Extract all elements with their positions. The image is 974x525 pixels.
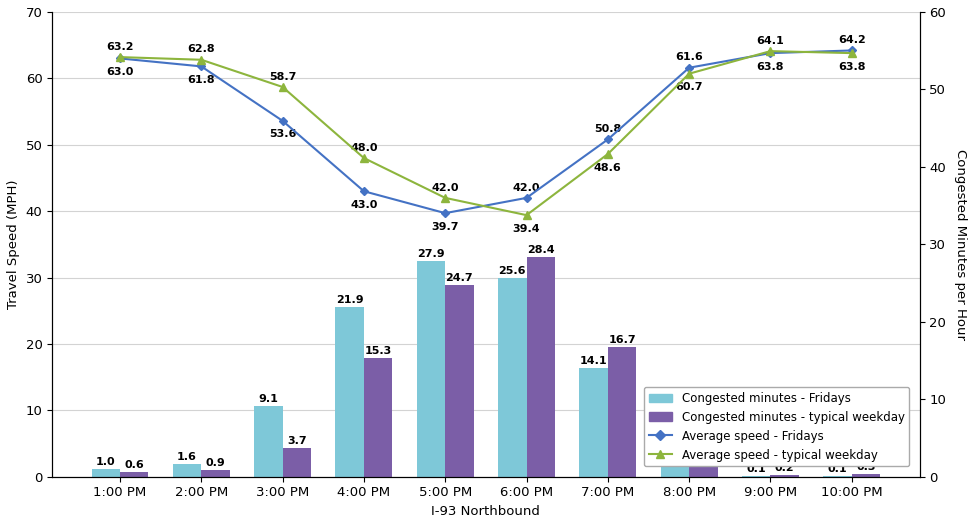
Average speed - Fridays xyxy=(277,118,288,124)
Text: 48.0: 48.0 xyxy=(351,143,378,153)
Text: 60.7: 60.7 xyxy=(675,82,703,92)
Text: 0.1: 0.1 xyxy=(746,464,766,474)
Text: 42.0: 42.0 xyxy=(431,183,459,193)
Average speed - typical weekday xyxy=(114,54,126,60)
Text: 1.0: 1.0 xyxy=(96,457,116,467)
Average speed - Fridays xyxy=(845,47,857,54)
Average speed - Fridays xyxy=(521,195,533,201)
Text: 0.9: 0.9 xyxy=(206,458,225,468)
Average speed - typical weekday xyxy=(765,48,776,54)
Text: 3.7: 3.7 xyxy=(287,436,307,446)
Average speed - typical weekday xyxy=(521,212,533,218)
Text: 1.9: 1.9 xyxy=(693,450,713,460)
Bar xyxy=(580,368,608,477)
Text: 0.2: 0.2 xyxy=(775,463,795,473)
Text: 0.1: 0.1 xyxy=(828,464,847,474)
Text: 16.7: 16.7 xyxy=(608,335,636,345)
Text: 63.8: 63.8 xyxy=(757,62,784,72)
Text: 21.9: 21.9 xyxy=(336,295,363,305)
Bar xyxy=(608,348,636,477)
Average speed - Fridays xyxy=(114,55,126,61)
Text: 15.3: 15.3 xyxy=(364,346,392,356)
Average speed - Fridays xyxy=(439,210,451,216)
Average speed - Fridays xyxy=(684,65,695,71)
Bar xyxy=(527,257,555,477)
Average speed - typical weekday xyxy=(358,155,370,161)
Text: 28.4: 28.4 xyxy=(527,245,554,255)
Y-axis label: Congested Minutes per Hour: Congested Minutes per Hour xyxy=(955,149,967,340)
Text: 58.7: 58.7 xyxy=(269,72,296,82)
Text: 63.8: 63.8 xyxy=(838,62,866,72)
Text: 53.6: 53.6 xyxy=(269,130,296,140)
Text: 50.8: 50.8 xyxy=(594,124,621,134)
Average speed - typical weekday xyxy=(602,151,614,157)
Text: 9.1: 9.1 xyxy=(258,394,279,404)
Text: 0.3: 0.3 xyxy=(856,463,876,472)
Bar xyxy=(498,278,527,477)
Bar xyxy=(335,307,364,477)
Text: 64.2: 64.2 xyxy=(838,35,866,45)
Text: 24.7: 24.7 xyxy=(446,274,473,284)
Average speed - Fridays xyxy=(602,136,614,143)
Text: 39.7: 39.7 xyxy=(431,222,459,232)
Bar xyxy=(172,465,202,477)
Average speed - Fridays xyxy=(358,188,370,194)
Text: 63.0: 63.0 xyxy=(106,67,133,77)
Bar xyxy=(823,476,851,477)
Text: 2.6: 2.6 xyxy=(665,445,685,455)
Text: 62.8: 62.8 xyxy=(187,45,215,55)
X-axis label: I-93 Northbound: I-93 Northbound xyxy=(431,505,541,518)
Line: Average speed - Fridays: Average speed - Fridays xyxy=(117,47,855,216)
Average speed - typical weekday xyxy=(277,84,288,90)
Line: Average speed - typical weekday: Average speed - typical weekday xyxy=(116,47,856,219)
Bar xyxy=(770,475,799,477)
Text: 61.6: 61.6 xyxy=(675,52,703,62)
Text: 14.1: 14.1 xyxy=(580,355,608,365)
Average speed - typical weekday xyxy=(196,57,207,63)
Text: 64.1: 64.1 xyxy=(757,36,784,46)
Text: 0.6: 0.6 xyxy=(125,460,144,470)
Average speed - Fridays xyxy=(196,63,207,69)
Bar xyxy=(254,406,282,477)
Text: 25.6: 25.6 xyxy=(499,267,526,277)
Bar xyxy=(364,358,393,477)
Text: 61.8: 61.8 xyxy=(187,75,215,85)
Y-axis label: Travel Speed (MPH): Travel Speed (MPH) xyxy=(7,180,19,309)
Bar xyxy=(660,457,690,477)
Bar xyxy=(202,470,230,477)
Bar xyxy=(92,469,120,477)
Bar xyxy=(282,448,311,477)
Text: 1.6: 1.6 xyxy=(177,453,197,463)
Average speed - typical weekday xyxy=(439,195,451,201)
Text: 63.2: 63.2 xyxy=(106,42,133,52)
Legend: Congested minutes - Fridays, Congested minutes - typical weekday, Average speed : Congested minutes - Fridays, Congested m… xyxy=(644,387,910,466)
Average speed - Fridays xyxy=(765,50,776,56)
Bar xyxy=(417,260,445,477)
Text: 48.6: 48.6 xyxy=(594,163,621,173)
Bar xyxy=(742,476,770,477)
Text: 43.0: 43.0 xyxy=(351,200,378,210)
Bar xyxy=(690,462,718,477)
Average speed - typical weekday xyxy=(684,70,695,77)
Average speed - typical weekday xyxy=(845,50,857,56)
Bar xyxy=(445,286,473,477)
Bar xyxy=(120,472,148,477)
Text: 27.9: 27.9 xyxy=(417,249,445,259)
Bar xyxy=(851,475,880,477)
Text: 42.0: 42.0 xyxy=(512,183,541,193)
Text: 39.4: 39.4 xyxy=(512,224,541,234)
